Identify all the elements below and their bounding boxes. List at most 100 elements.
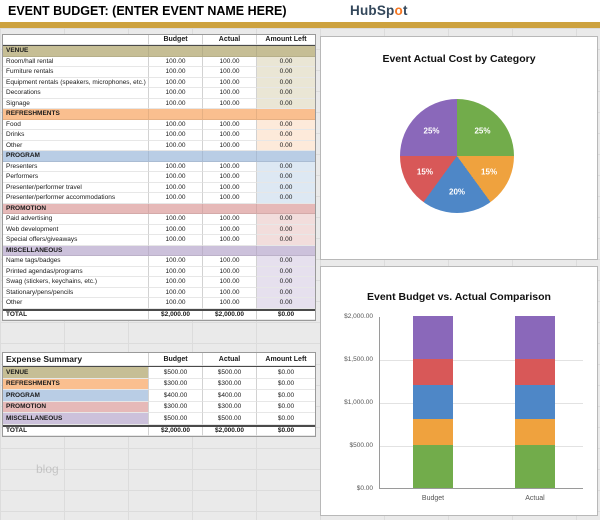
- cell-item-label[interactable]: Room/hall rental: [3, 56, 149, 67]
- cell-actual[interactable]: 100.00: [203, 119, 257, 130]
- pie-chart-panel[interactable]: Event Actual Cost by Category 25% 15% 20% 1…: [320, 36, 598, 260]
- line-item-row[interactable]: Food 100.00 100.00 0.00: [3, 119, 315, 130]
- line-item-row[interactable]: Other 100.00 100.00 0.00: [3, 140, 315, 151]
- total-actual-cell[interactable]: $2,000.00: [203, 310, 257, 320]
- cell-amount-left[interactable]: 0.00: [257, 277, 315, 288]
- cell-actual[interactable]: 100.00: [203, 287, 257, 298]
- summary-row-promotion[interactable]: PROMOTION $300.00 $300.00 $0.00: [3, 401, 315, 413]
- line-item-row[interactable]: Furniture rentals 100.00 100.00 0.00: [3, 67, 315, 78]
- line-item-row[interactable]: Room/hall rental 100.00 100.00 0.00: [3, 56, 315, 67]
- section-row-venue[interactable]: VENUE: [3, 46, 315, 57]
- cell-actual[interactable]: 100.00: [203, 130, 257, 141]
- cell-item-label[interactable]: Name tags/badges: [3, 256, 149, 267]
- budget-total-row[interactable]: TOTAL $2,000.00 $2,000.00 $0.00: [3, 308, 315, 320]
- line-item-row[interactable]: Printed agendas/programs 100.00 100.00 0.00: [3, 266, 315, 277]
- line-item-row[interactable]: Equipment rentals (speakers, microphones…: [3, 77, 315, 88]
- summary-header-actual[interactable]: Actual: [203, 353, 257, 366]
- cell-budget[interactable]: 100.00: [149, 130, 203, 141]
- cell-amount-left[interactable]: 0.00: [257, 67, 315, 78]
- cell-budget[interactable]: 100.00: [149, 67, 203, 78]
- summary-budget-cell[interactable]: $300.00: [149, 378, 203, 390]
- cell-budget[interactable]: 100.00: [149, 88, 203, 99]
- cell-actual[interactable]: 100.00: [203, 193, 257, 204]
- cell-actual[interactable]: 100.00: [203, 161, 257, 172]
- section-row-miscellaneous[interactable]: MISCELLANEOUS: [3, 245, 315, 256]
- summary-category-label[interactable]: PROMOTION: [3, 401, 149, 413]
- cell-item-label[interactable]: Decorations: [3, 88, 149, 99]
- summary-row-refreshments[interactable]: REFRESHMENTS $300.00 $300.00 $0.00: [3, 378, 315, 390]
- cell-actual[interactable]: 100.00: [203, 277, 257, 288]
- cell-budget[interactable]: 100.00: [149, 77, 203, 88]
- summary-title[interactable]: Expense Summary: [3, 353, 149, 366]
- cell-item-label[interactable]: Special offers/giveaways: [3, 235, 149, 246]
- cell-amount-left[interactable]: 0.00: [257, 88, 315, 99]
- summary-total-label[interactable]: TOTAL: [3, 426, 149, 436]
- cell-item-label[interactable]: Printed agendas/programs: [3, 266, 149, 277]
- cell-budget[interactable]: 100.00: [149, 119, 203, 130]
- summary-total-row[interactable]: TOTAL $2,000.00 $2,000.00 $0.00: [3, 424, 315, 436]
- summary-actual-cell[interactable]: $400.00: [203, 390, 257, 402]
- cell-actual[interactable]: 100.00: [203, 77, 257, 88]
- total-amount-left-cell[interactable]: $0.00: [257, 311, 315, 320]
- summary-budget-cell[interactable]: $400.00: [149, 390, 203, 402]
- summary-category-label[interactable]: PROGRAM: [3, 390, 149, 402]
- cell-amount-left[interactable]: 0.00: [257, 193, 315, 204]
- line-item-row[interactable]: Decorations 100.00 100.00 0.00: [3, 88, 315, 99]
- cell-item-label[interactable]: Presenter/performer accommodations: [3, 193, 149, 204]
- total-label[interactable]: TOTAL: [3, 310, 149, 320]
- line-item-row[interactable]: Stationary/pens/pencils 100.00 100.00 0.00: [3, 287, 315, 298]
- line-item-row[interactable]: Other 100.00 100.00 0.00: [3, 298, 315, 309]
- line-item-row[interactable]: Paid advertising 100.00 100.00 0.00: [3, 214, 315, 225]
- summary-total-budget-cell[interactable]: $2,000.00: [149, 426, 203, 436]
- cell-amount-left[interactable]: 0.00: [257, 140, 315, 151]
- cell-budget[interactable]: 100.00: [149, 182, 203, 193]
- cell-amount-left[interactable]: 0.00: [257, 98, 315, 109]
- summary-row-venue[interactable]: VENUE $500.00 $500.00 $0.00: [3, 367, 315, 379]
- cell-item-label[interactable]: Food: [3, 119, 149, 130]
- cell-amount-left[interactable]: 0.00: [257, 161, 315, 172]
- cell-item-label[interactable]: Paid advertising: [3, 214, 149, 225]
- header-cell-blank[interactable]: [3, 35, 149, 45]
- cell-actual[interactable]: 100.00: [203, 214, 257, 225]
- cell-amount-left[interactable]: 0.00: [257, 224, 315, 235]
- line-item-row[interactable]: Swag (stickers, keychains, etc.) 100.00 10…: [3, 277, 315, 288]
- cell-budget[interactable]: 100.00: [149, 266, 203, 277]
- cell-budget[interactable]: 100.00: [149, 161, 203, 172]
- cell-item-label[interactable]: Presenters: [3, 161, 149, 172]
- cell-actual[interactable]: 100.00: [203, 224, 257, 235]
- summary-budget-cell[interactable]: $300.00: [149, 401, 203, 413]
- cell-budget[interactable]: 100.00: [149, 235, 203, 246]
- summary-amount-left-cell[interactable]: $0.00: [257, 367, 315, 379]
- header-cell-actual[interactable]: Actual: [203, 35, 257, 45]
- cell-budget[interactable]: 100.00: [149, 140, 203, 151]
- cell-item-label[interactable]: Presenter/performer travel: [3, 182, 149, 193]
- line-item-row[interactable]: Name tags/badges 100.00 100.00 0.00: [3, 256, 315, 267]
- cell-actual[interactable]: 100.00: [203, 235, 257, 246]
- summary-budget-cell[interactable]: $500.00: [149, 367, 203, 379]
- cell-amount-left[interactable]: 0.00: [257, 119, 315, 130]
- cell-amount-left[interactable]: 0.00: [257, 235, 315, 246]
- cell-item-label[interactable]: Other: [3, 298, 149, 309]
- cell-actual[interactable]: 100.00: [203, 182, 257, 193]
- cell-item-label[interactable]: Swag (stickers, keychains, etc.): [3, 277, 149, 288]
- bar-chart-panel[interactable]: Event Budget vs. Actual Comparison Budge…: [320, 266, 598, 516]
- summary-amount-left-cell[interactable]: $0.00: [257, 379, 315, 390]
- cell-actual[interactable]: 100.00: [203, 67, 257, 78]
- cell-amount-left[interactable]: 0.00: [257, 256, 315, 267]
- cell-budget[interactable]: 100.00: [149, 277, 203, 288]
- summary-total-amount-left-cell[interactable]: $0.00: [257, 427, 315, 436]
- summary-amount-left-cell[interactable]: $0.00: [257, 402, 315, 413]
- cell-amount-left[interactable]: 0.00: [257, 266, 315, 277]
- summary-amount-left-cell[interactable]: $0.00: [257, 413, 315, 425]
- summary-category-label[interactable]: MISCELLANEOUS: [3, 413, 149, 425]
- cell-item-label[interactable]: Furniture rentals: [3, 67, 149, 78]
- cell-amount-left[interactable]: 0.00: [257, 298, 315, 309]
- line-item-row[interactable]: Presenter/performer travel 100.00 100.00 0.…: [3, 182, 315, 193]
- cell-actual[interactable]: 100.00: [203, 266, 257, 277]
- total-budget-cell[interactable]: $2,000.00: [149, 310, 203, 320]
- cell-item-label[interactable]: Other: [3, 140, 149, 151]
- summary-category-label[interactable]: VENUE: [3, 367, 149, 379]
- summary-actual-cell[interactable]: $300.00: [203, 378, 257, 390]
- header-cell-budget[interactable]: Budget: [149, 35, 203, 45]
- cell-budget[interactable]: 100.00: [149, 172, 203, 183]
